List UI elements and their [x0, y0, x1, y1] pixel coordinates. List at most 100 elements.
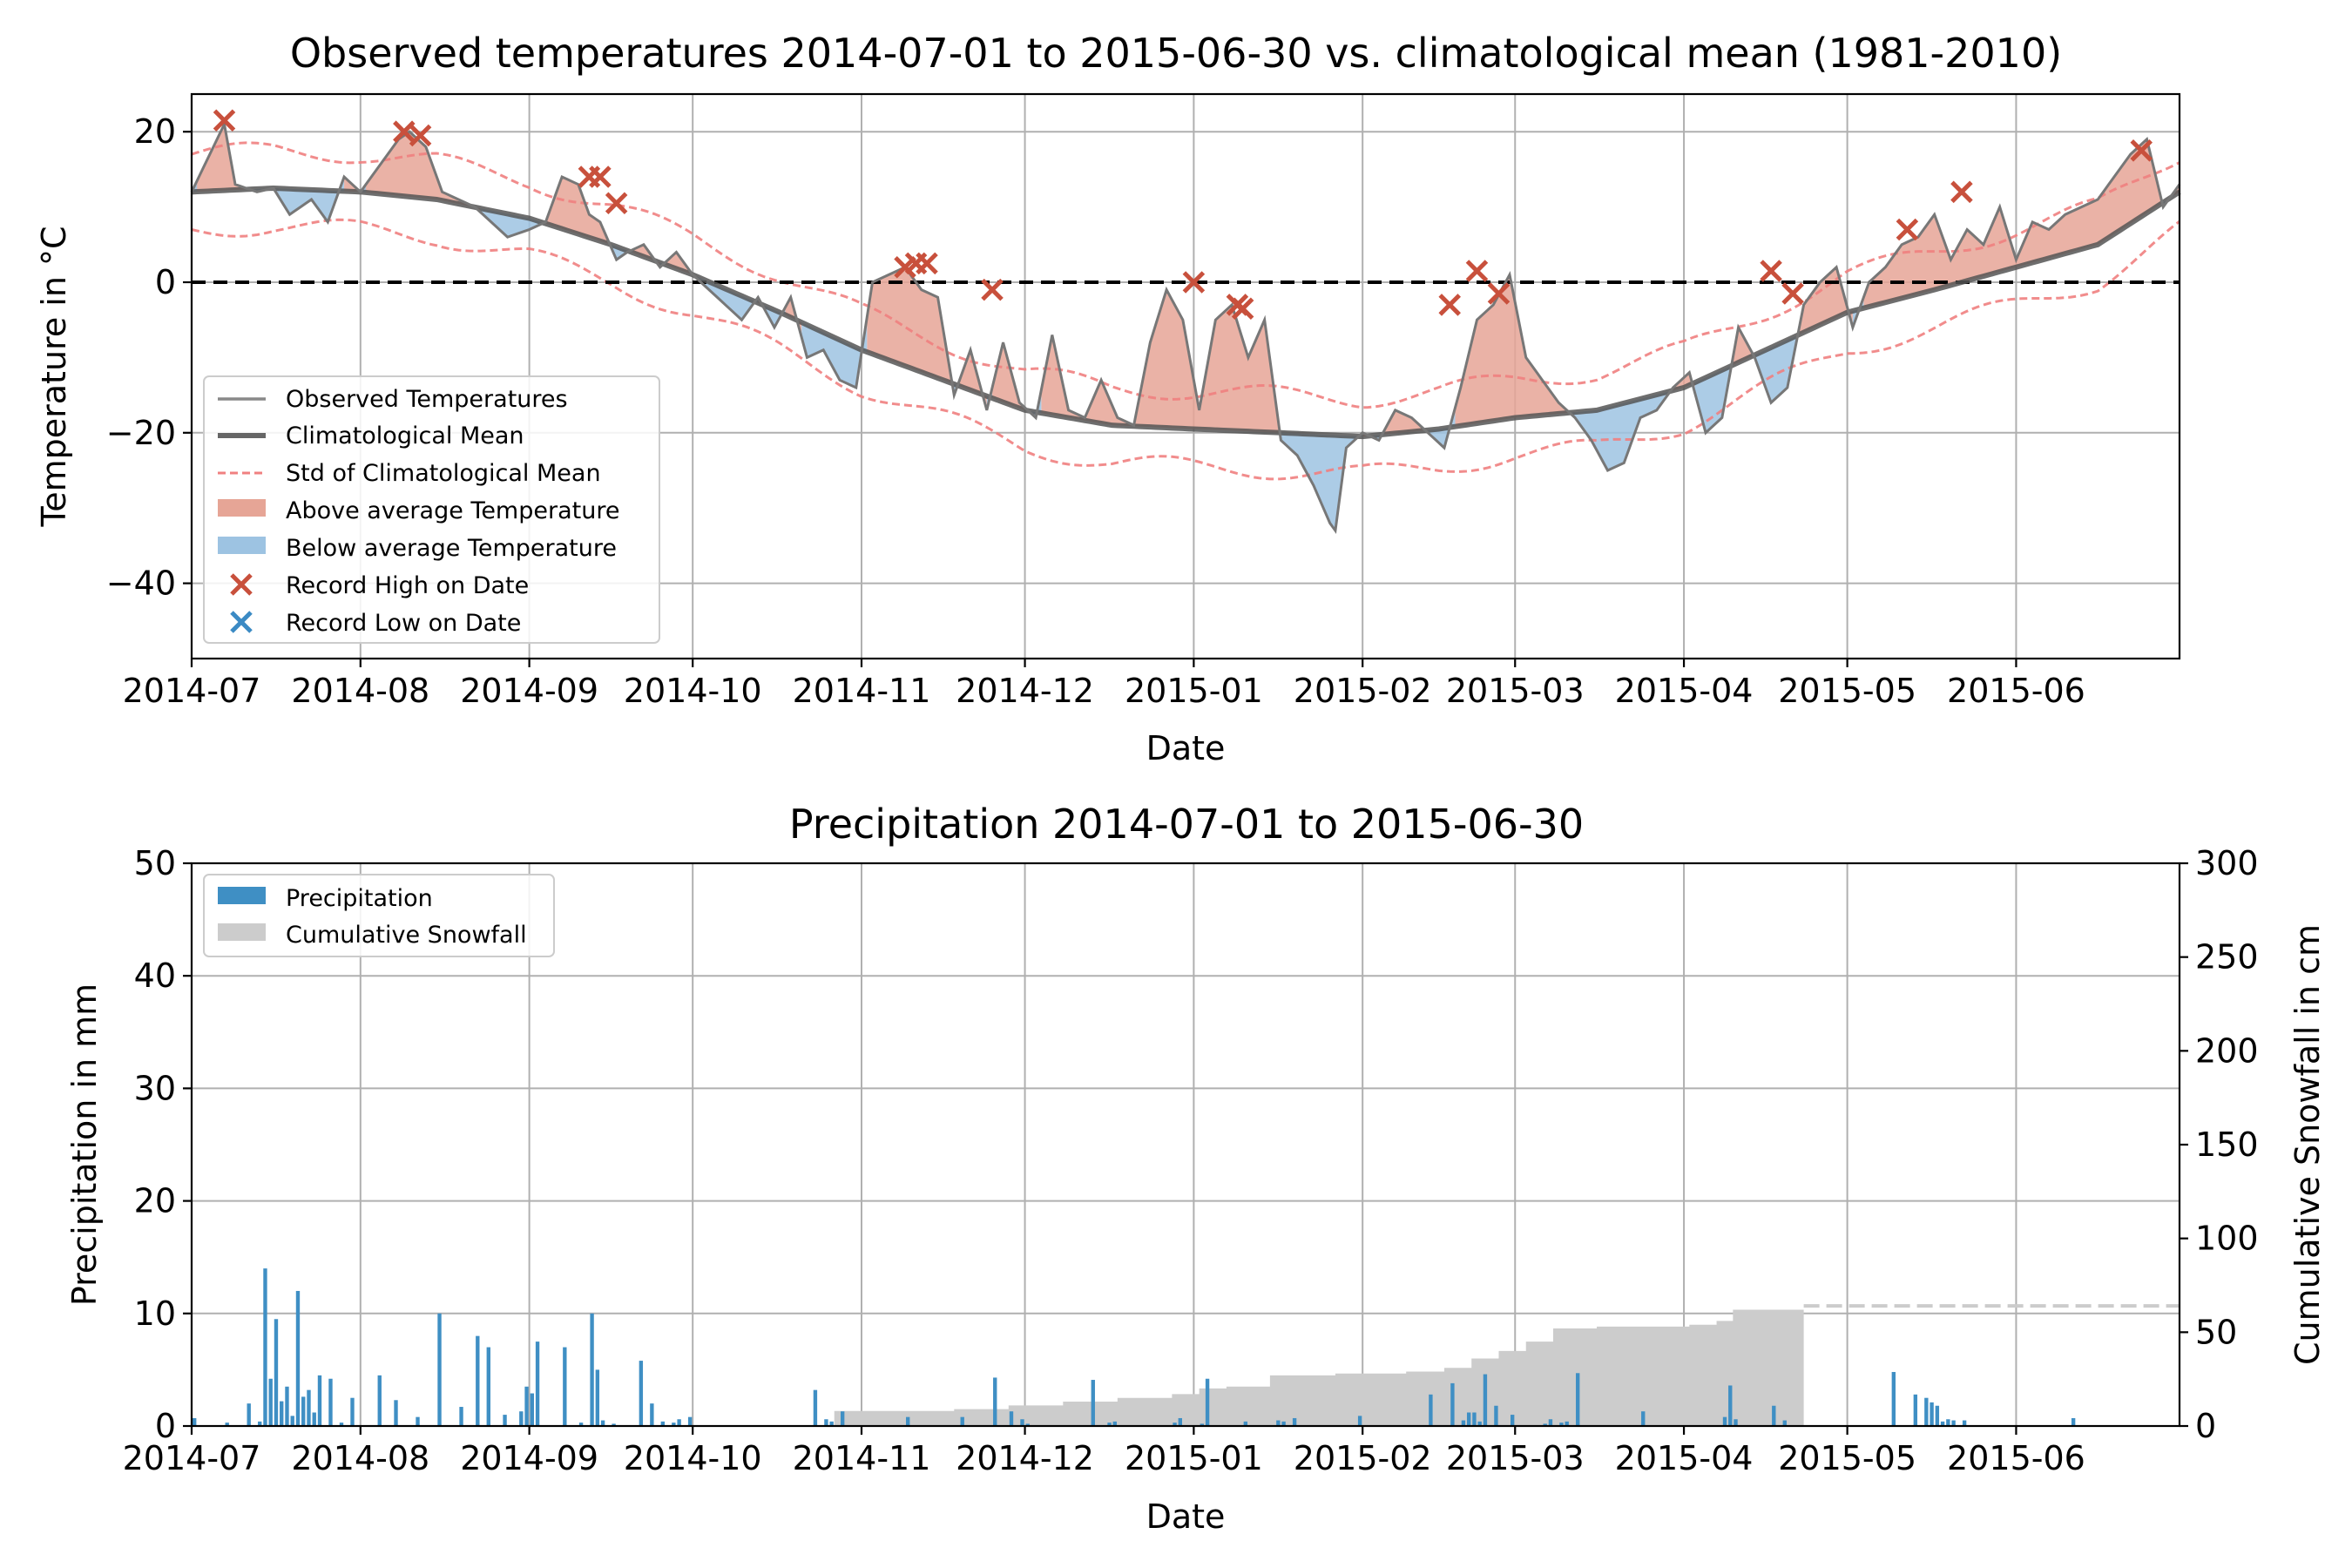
precipitation-bar [1951, 1420, 1956, 1426]
precipitation-bars [193, 1268, 2076, 1426]
precipitation-bar [1782, 1420, 1787, 1426]
temperature-x-tick-label: 2015-05 [1778, 672, 1916, 710]
precipitation-bar [1205, 1378, 1210, 1426]
precipitation-bar [1940, 1421, 1945, 1426]
record-high-marker [1950, 180, 1973, 204]
snowfall-y-tick-label: 150 [2195, 1125, 2259, 1164]
precipitation-bar [1112, 1421, 1117, 1426]
record-high-marker [213, 109, 236, 132]
temperature-y-tick-label: −20 [106, 414, 176, 452]
precipitation-bar [1483, 1374, 1488, 1426]
precipitation-bar [193, 1417, 197, 1426]
precipitation-bar [824, 1419, 828, 1426]
cumulative-snowfall-area [834, 1304, 2180, 1426]
svg-text:Record High on Date: Record High on Date [286, 572, 529, 599]
temperature-x-tick-label: 2015-06 [1947, 672, 2085, 710]
precipitation-bar [1276, 1420, 1281, 1426]
precipitation-bar [1548, 1419, 1553, 1426]
temperature-x-tick-label: 2015-04 [1615, 672, 1754, 710]
precipitation-bar [394, 1400, 398, 1426]
precipitation-bar [1173, 1423, 1177, 1426]
record-high-marker [409, 124, 432, 147]
precipitation-bar [307, 1389, 311, 1426]
legend-item-below-average: Below average Temperature [218, 535, 617, 562]
precipitation-bar [677, 1419, 681, 1426]
precipitation-bar [1091, 1380, 1095, 1426]
legend-item-climatological-mean: Climatological Mean [218, 422, 524, 449]
std-line-lower [191, 218, 2180, 481]
precipitation-bar [1913, 1394, 1918, 1426]
observed-temperature-line [190, 119, 2181, 535]
temperature-axes-frame [190, 92, 2181, 660]
record-high-marker [1465, 260, 1489, 282]
precipitation-bar [1935, 1405, 1940, 1426]
precipitation-bar [1734, 1419, 1738, 1426]
precipitation-bar [312, 1412, 316, 1426]
climatological-std-lines [191, 141, 2180, 481]
legend-item-std: Std of Climatological Mean [218, 460, 601, 487]
above-average-area [192, 124, 252, 193]
svg-text:Cumulative Snowfall: Cumulative Snowfall [286, 922, 527, 949]
legend-item-precipitation: Precipitation [218, 885, 433, 912]
precipitation-x-axis-label: Date [1146, 1497, 1226, 1536]
precipitation-bar [1946, 1419, 1950, 1426]
precipitation-bar [1466, 1412, 1471, 1426]
precipitation-bar [1178, 1417, 1182, 1426]
snowfall-y-tick-label: 100 [2195, 1220, 2259, 1258]
snowfall-y-tick-label: 200 [2195, 1031, 2259, 1070]
record-high-marker [1896, 218, 1919, 241]
temperature-x-axis-label: Date [1146, 729, 1226, 767]
temperature-y-ticks: 20 0 −20 −40 [106, 112, 192, 603]
temperature-x-tick-label: 2014-07 [123, 672, 261, 710]
record-high-marker [589, 166, 612, 188]
precipitation-bar [295, 1290, 301, 1426]
precipitation-y-tick-label: 40 [134, 956, 176, 995]
below-average-area [801, 317, 868, 388]
record-high-marker [605, 192, 628, 215]
precipitation-bar [590, 1313, 594, 1426]
above-average-area [1798, 267, 1853, 335]
precipitation-bar [1930, 1402, 1934, 1426]
precipitation-bar [595, 1369, 600, 1426]
svg-text:Below average Temperature: Below average Temperature [286, 535, 617, 562]
precipitation-bar [612, 1423, 616, 1426]
precipitation-bar [993, 1377, 997, 1426]
precipitation-x-tick-label: 2014-08 [291, 1439, 429, 1477]
precipitation-bar [1924, 1397, 1929, 1426]
legend-item-cumulative-snowfall: Cumulative Snowfall [218, 922, 527, 949]
precipitation-bar [225, 1423, 229, 1426]
precipitation-bar [600, 1420, 605, 1426]
precipitation-bar [476, 1335, 480, 1426]
legend-item-above-average: Above average Temperature [218, 497, 619, 524]
precipitation-bar [350, 1397, 355, 1426]
temperature-x-tick-label: 2015-03 [1446, 672, 1585, 710]
precipitation-bar [1292, 1417, 1297, 1426]
precipitation-x-tick-label: 2015-04 [1615, 1439, 1754, 1477]
precipitation-bar [1472, 1412, 1477, 1426]
snowfall-y-tick-label: 250 [2195, 938, 2259, 977]
temperature-x-ticks: 2014-07 2014-08 2014-09 2014-10 2014-11 2014-… [123, 659, 2085, 710]
svg-text:Climatological Mean: Climatological Mean [286, 422, 524, 449]
precipitation-bar [328, 1378, 333, 1426]
precipitation-chart: Precipitation 2014-07-01 to 2015-06-30 0… [65, 801, 2327, 1536]
below-average-area [693, 274, 759, 321]
precipitation-bar [1429, 1394, 1433, 1426]
above-average-area [1863, 139, 2164, 308]
precipitation-bar [1565, 1421, 1569, 1426]
record-high-markers [213, 109, 2153, 321]
precipitation-bar [1543, 1423, 1547, 1426]
precipitation-bar [285, 1386, 289, 1426]
precipitation-bar [1641, 1411, 1646, 1426]
below-average-area [480, 208, 546, 238]
precipitation-bar [639, 1361, 644, 1426]
precipitation-bar [1357, 1416, 1362, 1426]
record-high-marker [2130, 139, 2153, 162]
svg-text:Precipitation: Precipitation [286, 885, 433, 912]
precipitation-bar [578, 1423, 584, 1426]
precipitation-bar [840, 1411, 845, 1426]
precipitation-bar [1461, 1420, 1466, 1426]
temperature-y-axis-label: Temperature in °C [35, 226, 73, 527]
precipitation-bar [317, 1375, 322, 1426]
precipitation-x-tick-label: 2014-10 [624, 1439, 762, 1477]
precipitation-bar [1891, 1371, 1896, 1426]
